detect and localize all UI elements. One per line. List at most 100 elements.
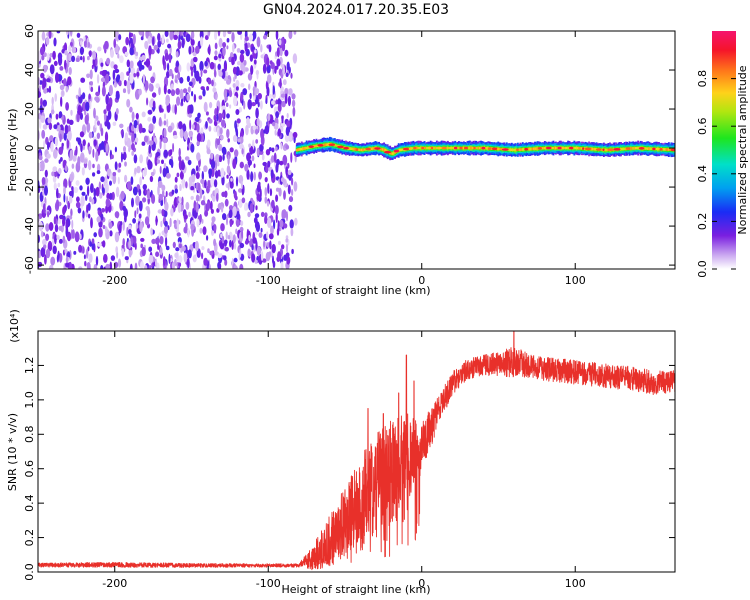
heatmap-cell <box>293 31 297 35</box>
heatmap-cell <box>226 45 229 50</box>
heatmap-cell <box>439 146 442 150</box>
heatmap-cell <box>103 253 108 263</box>
heatmap-cell <box>226 38 230 43</box>
heatmap-cell <box>226 174 229 179</box>
heatmap-cell <box>96 120 101 126</box>
x-tick-label: 0 <box>418 577 425 590</box>
x-tick-label: -200 <box>102 274 127 287</box>
heatmap-cell <box>174 176 178 183</box>
heatmap-cell <box>392 151 395 155</box>
heatmap-cell <box>204 35 209 41</box>
heatmap-cell <box>126 80 131 90</box>
heatmap-cell <box>516 148 519 152</box>
heatmap-cell <box>288 88 293 96</box>
heatmap-cell <box>175 88 180 95</box>
heatmap-cell <box>199 60 204 72</box>
heatmap-cell <box>232 158 237 170</box>
colorbar-tick-label: 0.6 <box>696 117 709 135</box>
heatmap-cell <box>265 98 268 105</box>
heatmap-cell <box>658 147 660 151</box>
heatmap-cell <box>281 209 285 220</box>
heatmap-cell <box>582 147 585 150</box>
heatmap-cell <box>485 147 487 150</box>
heatmap-cell <box>281 244 285 250</box>
heatmap-cell <box>97 46 102 52</box>
heatmap-cell <box>251 102 256 107</box>
heatmap-cell <box>234 243 237 250</box>
heatmap-cell <box>463 146 469 150</box>
heatmap-cell <box>669 148 672 151</box>
heatmap-cell <box>272 121 276 127</box>
heatmap-cell <box>263 34 267 40</box>
colorbar-tick-label: 0.0 <box>696 260 709 278</box>
heatmap-cell <box>176 232 181 237</box>
snr-series-line <box>38 331 675 571</box>
heatmap-cell <box>163 128 167 138</box>
heatmap-cell <box>143 135 149 143</box>
heatmap-cell <box>566 146 568 150</box>
heatmap-cell <box>317 144 324 147</box>
heatmap-cell <box>240 91 244 101</box>
heatmap-cell <box>613 148 621 151</box>
heatmap-cell <box>211 79 214 87</box>
heatmap-cell <box>203 257 208 266</box>
heatmap-cell <box>325 143 328 146</box>
heatmap-cell <box>149 191 152 198</box>
heatmap-cell <box>373 147 376 150</box>
heatmap-cell <box>384 149 387 152</box>
heatmap-cell <box>135 112 139 120</box>
heatmap-cell <box>64 249 68 254</box>
heatmap-cell <box>440 146 443 150</box>
heatmap-cell <box>132 235 137 245</box>
heatmap-cell <box>363 148 366 151</box>
heatmap-cell <box>288 131 293 143</box>
heatmap-cell <box>519 148 522 151</box>
heatmap-cell <box>185 181 188 189</box>
heatmap-cell <box>262 63 267 74</box>
heatmap-cell <box>580 147 583 150</box>
heatmap-cell <box>81 191 86 196</box>
heatmap-cell <box>90 183 94 194</box>
heatmap-cell <box>100 62 104 67</box>
heatmap-cell <box>461 146 464 150</box>
heatmap-cell <box>456 146 459 150</box>
heatmap-cell <box>172 142 175 153</box>
heatmap-cell <box>246 169 250 180</box>
heatmap-cell <box>194 116 200 122</box>
heatmap-cell <box>201 170 204 181</box>
heatmap-cell <box>372 147 374 150</box>
heatmap-cell <box>42 238 47 246</box>
heatmap-cell <box>261 154 265 161</box>
heatmap-cell <box>174 104 177 115</box>
heatmap-cell <box>56 188 59 199</box>
heatmap-cell <box>142 197 147 203</box>
heatmap-cell <box>124 132 128 142</box>
heatmap-cell <box>645 147 648 150</box>
heatmap-cell <box>264 196 268 204</box>
heatmap-cell <box>185 201 190 210</box>
heatmap-cell <box>168 68 173 77</box>
heatmap-cell <box>79 185 83 191</box>
heatmap-cell <box>59 66 64 71</box>
heatmap-cell <box>190 31 195 40</box>
heatmap-cell <box>69 173 74 182</box>
heatmap-cell <box>148 45 152 56</box>
heatmap-cell <box>174 75 178 81</box>
heatmap-cell <box>147 36 152 44</box>
heatmap-cell <box>281 115 284 124</box>
heatmap-cell <box>159 235 164 245</box>
heatmap-cell <box>123 79 127 87</box>
heatmap-cell <box>637 146 640 150</box>
heatmap-cell <box>95 255 99 266</box>
heatmap-cell <box>121 244 125 249</box>
heatmap-cell <box>256 193 261 201</box>
heatmap-cell <box>195 165 199 172</box>
heatmap-cell <box>131 143 135 151</box>
heatmap-cell <box>167 62 170 72</box>
heatmap-cell <box>55 113 59 120</box>
colorbar-gradient <box>712 31 736 269</box>
heatmap-cell <box>147 109 153 115</box>
heatmap-cell <box>663 148 665 151</box>
heatmap-cell <box>182 88 188 94</box>
